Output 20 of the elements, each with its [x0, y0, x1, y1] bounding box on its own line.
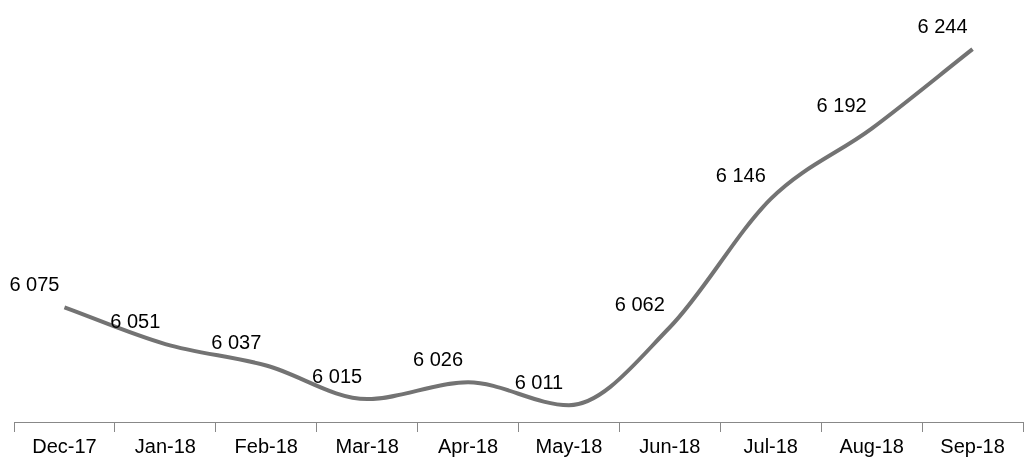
data-label: 6 075	[9, 272, 60, 295]
data-label: 6 146	[715, 164, 766, 187]
x-tick-label: Sep-18	[940, 434, 1005, 457]
data-label: 6 037	[211, 330, 262, 353]
data-label: 6 015	[312, 364, 363, 387]
data-label: 6 026	[413, 347, 464, 370]
data-label: 6 011	[514, 370, 564, 393]
x-tick-label: Jun-18	[639, 434, 701, 457]
x-tick-label: Mar-18	[335, 434, 399, 457]
data-label: 6 051	[110, 309, 161, 332]
x-tick-label: Jan-18	[134, 434, 196, 457]
x-tick-label: Aug-18	[839, 434, 904, 457]
x-tick-label: May-18	[535, 434, 603, 457]
x-tick-label: Dec-17	[32, 434, 97, 457]
data-label: 6 192	[816, 94, 867, 117]
x-tick-label: Feb-18	[234, 434, 298, 457]
data-label: 6 062	[614, 292, 665, 315]
x-tick-label: Apr-18	[438, 434, 499, 457]
x-tick-label: Jul-18	[743, 434, 798, 457]
data-label: 6 244	[917, 14, 968, 37]
